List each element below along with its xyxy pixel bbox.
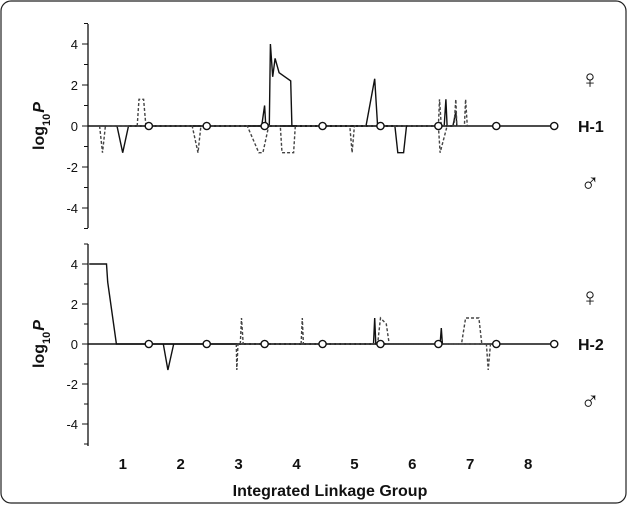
- series-female-dashed: [136, 98, 468, 127]
- x-tick-label: 4: [292, 456, 301, 473]
- linkage-group-marker: [202, 339, 212, 349]
- series-male-dashed: [98, 125, 448, 154]
- panel-label: H-1: [578, 119, 604, 136]
- panel-h-1: 4 2 0 -2 -4 log10P H-1 ♀ ♂: [31, 23, 604, 229]
- y-axis-title: log10P: [31, 320, 53, 368]
- linkage-group-marker: [376, 339, 385, 349]
- series-female-solid: [261, 43, 458, 127]
- y-axis-title: log10P: [31, 102, 53, 150]
- linkage-group-marker: [318, 339, 327, 349]
- series-female-solid: [89, 263, 444, 345]
- y-tick-label: 4: [71, 37, 78, 52]
- linkage-group-marker: [434, 339, 443, 349]
- x-tick-label: 1: [119, 456, 127, 473]
- x-tick-label: 7: [466, 456, 474, 473]
- linkage-group-marker: [549, 121, 559, 131]
- y-tick-label: 4: [71, 257, 78, 272]
- linkage-group-marker: [376, 121, 385, 131]
- panel-label: H-2: [578, 337, 604, 354]
- female-symbol: ♀: [580, 282, 600, 312]
- x-tick-label: 3: [234, 456, 242, 473]
- y-tick-label: -4: [66, 417, 78, 432]
- y-tick-label: -4: [66, 201, 78, 216]
- y-tick-label: -2: [66, 377, 78, 392]
- x-axis-title: Integrated Linkage Group: [233, 483, 428, 500]
- linkage-group-marker: [202, 121, 212, 131]
- y-tick-label: 2: [71, 297, 78, 312]
- series-male-dashed: [235, 343, 492, 371]
- panel-h-2: 4 2 0 -2 -4 log10P H-2 ♀ ♂: [31, 243, 604, 446]
- series-male-solid: [162, 343, 175, 371]
- y-tick-label: 2: [71, 78, 78, 93]
- linkage-group-marker: [144, 121, 154, 131]
- male-symbol: ♂: [580, 386, 600, 416]
- linkage-group-marker: [260, 121, 269, 131]
- male-symbol: ♂: [580, 168, 600, 198]
- x-tick-label: 2: [176, 456, 184, 473]
- female-symbol: ♀: [580, 64, 600, 94]
- linkage-group-marker: [318, 121, 327, 131]
- linkage-group-marker: [144, 339, 154, 349]
- linkage-group-marker: [491, 121, 501, 131]
- linkage-group-marker: [491, 339, 501, 349]
- y-tick-label: 0: [71, 119, 78, 134]
- series-male-solid: [116, 125, 408, 154]
- linkage-group-marker: [260, 339, 269, 349]
- y-tick-label: 0: [71, 337, 78, 352]
- linkage-group-marker: [434, 121, 443, 131]
- x-tick-label: 5: [350, 456, 358, 473]
- series-female-dashed: [239, 316, 483, 345]
- x-tick-label: 6: [408, 456, 416, 473]
- linkage-group-marker: [549, 339, 559, 349]
- y-tick-label: -2: [66, 160, 78, 175]
- x-tick-label: 8: [524, 456, 532, 473]
